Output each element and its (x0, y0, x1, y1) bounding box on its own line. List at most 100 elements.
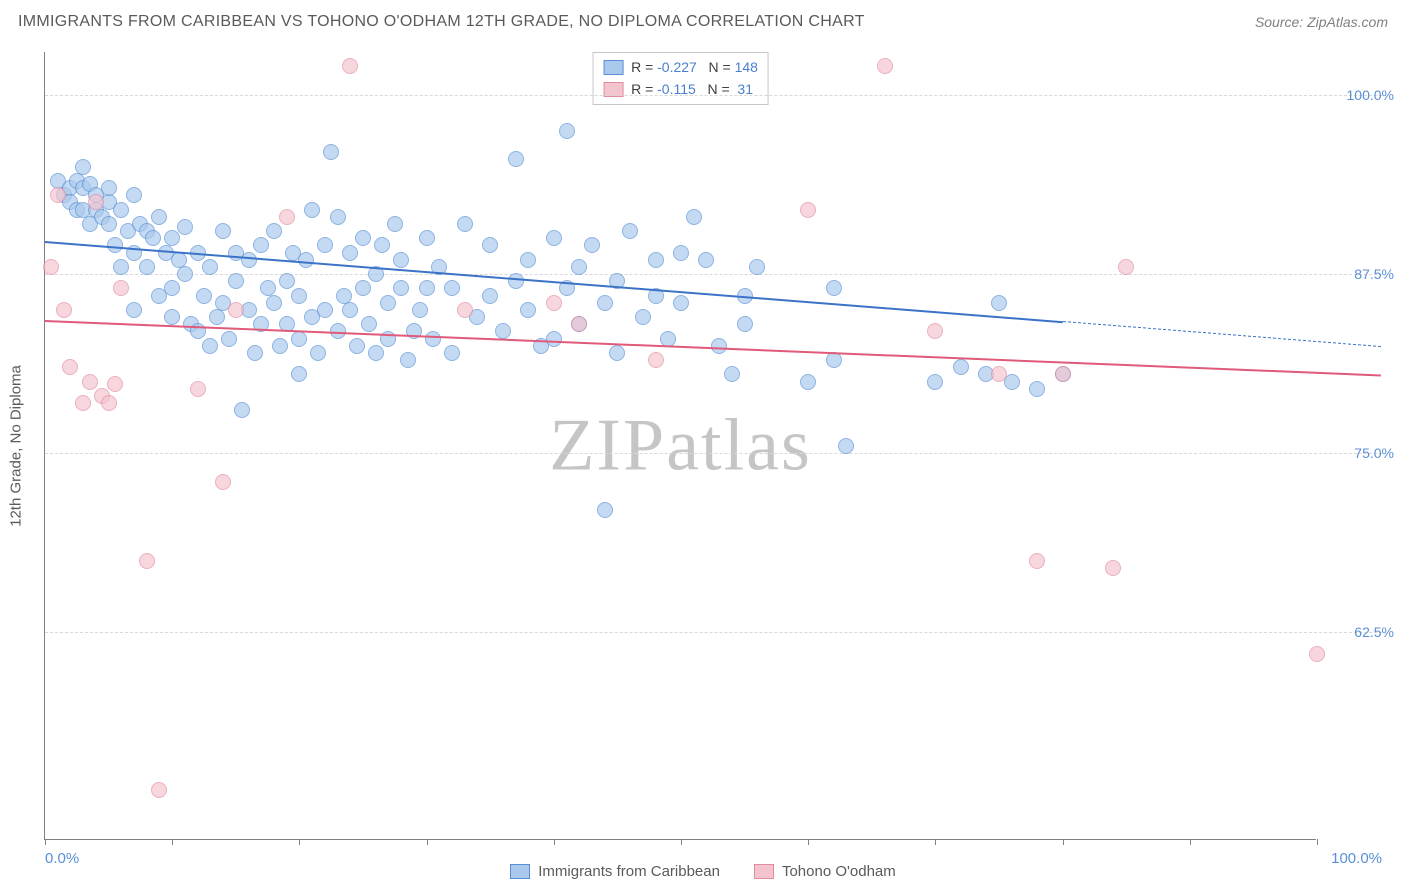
data-point (927, 323, 943, 339)
data-point (56, 302, 72, 318)
data-point (361, 316, 377, 332)
gridline-h (45, 632, 1382, 633)
data-point (387, 216, 403, 232)
data-point (698, 252, 714, 268)
data-point (546, 295, 562, 311)
data-point (228, 302, 244, 318)
data-point (177, 266, 193, 282)
data-point (368, 345, 384, 361)
legend-row: R = -0.227 N = 148 (603, 57, 758, 79)
legend-series: Immigrants from CaribbeanTohono O'odham (0, 863, 1406, 880)
data-point (151, 782, 167, 798)
data-point (520, 252, 536, 268)
data-point (546, 230, 562, 246)
data-point (266, 295, 282, 311)
y-axis-label: 12th Grade, No Diploma (8, 365, 25, 527)
data-point (400, 352, 416, 368)
data-point (444, 280, 460, 296)
data-point (1105, 560, 1121, 576)
data-point (202, 259, 218, 275)
data-point (1029, 553, 1045, 569)
y-tick-label: 62.5% (1354, 624, 1394, 640)
data-point (559, 123, 575, 139)
data-point (877, 58, 893, 74)
data-point (241, 252, 257, 268)
data-point (520, 302, 536, 318)
data-point (317, 237, 333, 253)
data-point (43, 259, 59, 275)
gridline-h (45, 95, 1382, 96)
data-point (800, 374, 816, 390)
data-point (1309, 646, 1325, 662)
data-point (1118, 259, 1134, 275)
data-point (749, 259, 765, 275)
x-tick (935, 839, 936, 845)
data-point (584, 237, 600, 253)
data-point (75, 395, 91, 411)
data-point (209, 309, 225, 325)
data-point (164, 309, 180, 325)
data-point (310, 345, 326, 361)
data-point (482, 237, 498, 253)
data-point (323, 144, 339, 160)
x-tick (554, 839, 555, 845)
data-point (126, 302, 142, 318)
data-point (279, 209, 295, 225)
gridline-h (45, 274, 1382, 275)
data-point (393, 252, 409, 268)
legend-item: Tohono O'odham (754, 863, 896, 880)
y-tick-label: 100.0% (1347, 87, 1394, 103)
data-point (342, 245, 358, 261)
legend-swatch (754, 864, 774, 879)
data-point (648, 352, 664, 368)
x-tick (1063, 839, 1064, 845)
data-point (991, 295, 1007, 311)
data-point (457, 302, 473, 318)
data-point (101, 395, 117, 411)
data-point (482, 288, 498, 304)
data-point (635, 309, 651, 325)
x-tick (808, 839, 809, 845)
legend-swatch (510, 864, 530, 879)
y-tick-label: 87.5% (1354, 266, 1394, 282)
data-point (221, 331, 237, 347)
data-point (145, 230, 161, 246)
data-point (826, 280, 842, 296)
source-label: Source: ZipAtlas.com (1255, 14, 1388, 30)
legend-correlation: R = -0.227 N = 148R = -0.115 N = 31 (592, 52, 769, 105)
data-point (75, 159, 91, 175)
x-tick (1190, 839, 1191, 845)
data-point (419, 230, 435, 246)
data-point (196, 288, 212, 304)
data-point (266, 223, 282, 239)
data-point (279, 273, 295, 289)
trend-line (45, 320, 1381, 376)
data-point (164, 230, 180, 246)
data-point (597, 295, 613, 311)
data-point (673, 245, 689, 261)
x-tick (172, 839, 173, 845)
legend-label: Tohono O'odham (782, 863, 896, 880)
data-point (349, 338, 365, 354)
data-point (228, 273, 244, 289)
trend-line (1063, 321, 1381, 347)
data-point (88, 194, 104, 210)
data-point (355, 280, 371, 296)
data-point (953, 359, 969, 375)
data-point (622, 223, 638, 239)
data-point (215, 223, 231, 239)
data-point (291, 366, 307, 382)
data-point (355, 230, 371, 246)
data-point (304, 202, 320, 218)
data-point (1029, 381, 1045, 397)
data-point (374, 237, 390, 253)
data-point (82, 374, 98, 390)
data-point (298, 252, 314, 268)
data-point (838, 438, 854, 454)
x-tick (45, 839, 46, 845)
data-point (126, 187, 142, 203)
data-point (660, 331, 676, 347)
data-point (190, 381, 206, 397)
x-tick (1317, 839, 1318, 845)
data-point (113, 202, 129, 218)
